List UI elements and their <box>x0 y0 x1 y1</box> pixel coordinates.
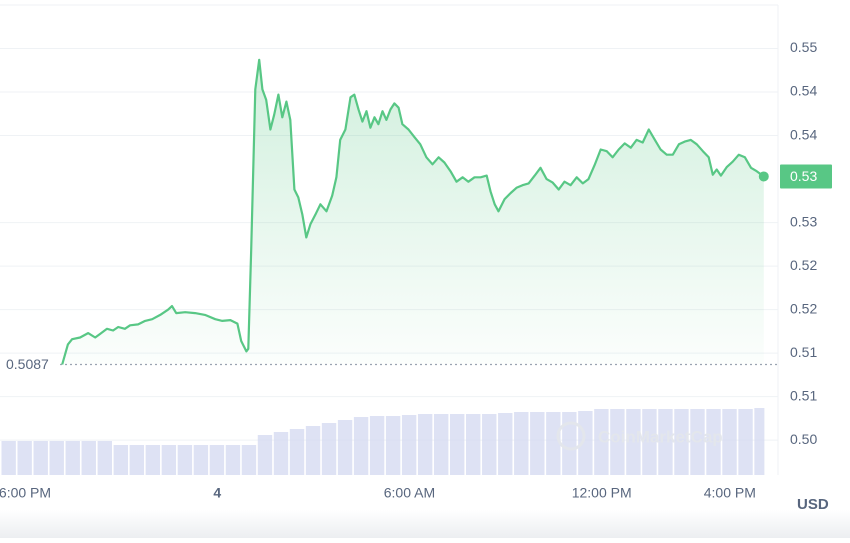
y-tick-label: 0.52 <box>790 300 817 316</box>
volume-bar <box>450 414 465 475</box>
volume-bar <box>466 414 481 475</box>
x-tick-label: 4:00 PM <box>704 485 756 501</box>
volume-bar <box>321 423 337 475</box>
volume-bar <box>722 409 737 475</box>
volume-bar <box>225 445 241 475</box>
volume-bar <box>385 416 401 475</box>
volume-bar <box>305 426 321 475</box>
volume-bar <box>49 441 64 475</box>
volume-bar <box>81 441 96 475</box>
volume-bar <box>17 441 32 475</box>
y-tick-label: 0.51 <box>790 387 817 403</box>
x-tick-label: 6:00 PM <box>0 485 51 501</box>
reference-label: 0.5087 <box>6 356 49 372</box>
volume-bar <box>754 408 765 475</box>
volume-bar <box>498 413 513 475</box>
volume-bar <box>706 409 721 475</box>
volume-bar <box>738 409 753 475</box>
volume-bar <box>610 409 625 475</box>
volume-bar <box>514 412 529 475</box>
volume-bar <box>289 429 305 475</box>
volume-bar <box>642 409 657 475</box>
y-tick-label: 0.50 <box>790 431 817 447</box>
volume-bar <box>658 409 673 475</box>
reference-label-bg <box>0 354 58 375</box>
volume-bar <box>626 409 641 475</box>
volume-bar <box>546 412 561 475</box>
volume-bar <box>273 432 289 475</box>
volume-bar <box>1 441 16 475</box>
volume-bar <box>594 409 609 475</box>
volume-bar <box>33 441 48 475</box>
price-area <box>62 59 764 365</box>
y-tick-label: 0.51 <box>790 344 817 360</box>
volume-bar <box>482 414 497 475</box>
volume-bar <box>129 445 145 475</box>
volume-bar <box>65 441 80 475</box>
volume-bar <box>177 445 193 475</box>
x-tick-label: 12:00 PM <box>572 485 632 501</box>
volume-bar <box>193 445 209 475</box>
watermark-text: CoinMarketCap <box>598 427 723 446</box>
volume-bar <box>417 414 433 475</box>
y-tick-label: 0.55 <box>790 39 817 55</box>
price-line <box>61 58 765 365</box>
x-tick-label: 6:00 AM <box>384 485 435 501</box>
current-price-badge <box>780 164 832 189</box>
volume-bar <box>113 445 129 475</box>
current-price-label: 0.53 <box>790 168 817 184</box>
volume-bar <box>401 415 417 475</box>
y-tick-label: 0.53 <box>790 213 817 229</box>
footer-shade <box>0 510 850 538</box>
y-tick-label: 0.54 <box>790 126 817 142</box>
last-point <box>758 171 769 182</box>
volume-bar <box>562 412 577 475</box>
volume-bar <box>530 412 545 475</box>
volume-bar <box>369 416 385 475</box>
volume-bar <box>337 420 353 475</box>
watermark: CoinMarketCap <box>556 421 723 451</box>
volume-bar <box>353 417 369 475</box>
volume-bar <box>674 409 689 475</box>
volume-bar <box>97 441 112 475</box>
volume-bar <box>161 445 177 475</box>
y-tick-label: 0.52 <box>790 257 817 273</box>
volume-bar <box>209 445 225 475</box>
volume-bar <box>257 435 273 475</box>
y-tick-label: 0.54 <box>790 83 817 99</box>
volume-bar <box>690 409 705 475</box>
x-tick-label: 4 <box>213 485 221 501</box>
volume-bar <box>145 445 161 475</box>
volume-bar <box>433 414 449 475</box>
volume-bar <box>241 445 257 475</box>
currency-label: USD <box>797 496 829 513</box>
